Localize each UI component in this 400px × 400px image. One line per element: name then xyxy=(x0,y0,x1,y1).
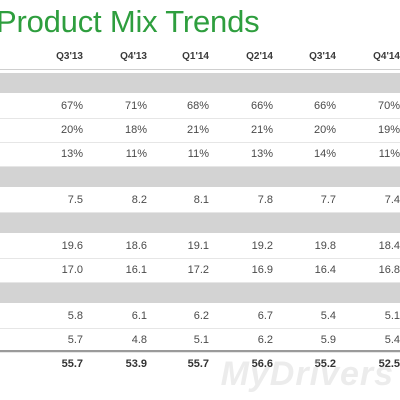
table-cell: 17.0 xyxy=(61,264,83,276)
column-header: Q4'13 xyxy=(120,51,147,62)
table-cell: 68% xyxy=(186,100,209,112)
table-cell: 19% xyxy=(377,124,400,136)
table-cell: 5.7 xyxy=(67,334,83,346)
section-band xyxy=(0,167,400,187)
table-cell: 6.2 xyxy=(193,310,209,322)
section-band xyxy=(0,73,400,93)
table-cell: 11% xyxy=(125,148,147,160)
table-cell: 70% xyxy=(377,100,400,112)
table-row: 5.7 4.8 5.1 6.2 5.9 5.4 xyxy=(0,328,400,353)
table-cell: 11% xyxy=(187,148,209,160)
table-cell: 7.4 xyxy=(384,194,400,206)
table-cell: 7.8 xyxy=(257,194,273,206)
table-cell: 5.1 xyxy=(384,310,400,322)
table-cell: 8.1 xyxy=(193,194,209,206)
table-cell: 71% xyxy=(124,100,147,112)
table-cell: 19.6 xyxy=(61,240,83,252)
table-row: 17.0 16.1 17.2 16.9 16.4 16.8 xyxy=(0,258,400,283)
table-cell: 18% xyxy=(124,124,147,136)
table-cell: 5.9 xyxy=(320,334,336,346)
table-cell: 16.1 xyxy=(125,264,147,276)
total-cell: 53.9 xyxy=(125,358,147,370)
column-header: Q2'14 xyxy=(246,51,273,62)
table-cell: 5.8 xyxy=(67,310,83,322)
table-cell: 7.5 xyxy=(67,194,83,206)
column-header: Q3'14 xyxy=(309,51,336,62)
table-cell: 13% xyxy=(250,148,273,160)
table-cell: 20% xyxy=(313,124,336,136)
watermark: MyDrivers xyxy=(220,355,394,393)
table-cell: 66% xyxy=(250,100,273,112)
table-cell: 14% xyxy=(313,148,336,160)
table-cell: 6.1 xyxy=(131,310,147,322)
column-header: Q4'14 xyxy=(373,51,400,62)
table-row: 67% 71% 68% 66% 66% 70% xyxy=(0,94,400,119)
table-cell: 19.1 xyxy=(187,240,209,252)
table-row: 7.5 8.2 8.1 7.8 7.7 7.4 xyxy=(0,188,400,213)
section-band xyxy=(0,283,400,303)
total-cell: 52.5 xyxy=(378,358,400,370)
total-row: 55.7 53.9 55.7 56.6 55.2 52.5 xyxy=(0,350,400,376)
table-cell: 19.2 xyxy=(251,240,273,252)
table-cell: 11% xyxy=(378,148,400,160)
table-cell: 5.4 xyxy=(320,310,336,322)
table-cell: 66% xyxy=(313,100,336,112)
table-cell: 16.8 xyxy=(378,264,400,276)
table-cell: 20% xyxy=(60,124,83,136)
table-cell: 4.8 xyxy=(131,334,147,346)
column-header-row: Q3'13 Q4'13 Q1'14 Q2'14 Q3'14 Q4'14 xyxy=(0,45,400,70)
table-cell: 18.6 xyxy=(125,240,147,252)
table-cell: 17.2 xyxy=(187,264,209,276)
total-cell: 55.7 xyxy=(187,358,209,370)
table-cell: 6.7 xyxy=(257,310,273,322)
table-cell: 16.4 xyxy=(314,264,336,276)
table-cell: 19.8 xyxy=(314,240,336,252)
table-row: 13% 11% 11% 13% 14% 11% xyxy=(0,142,400,167)
table-row: 19.6 18.6 19.1 19.2 19.8 18.4 xyxy=(0,234,400,259)
table-cell: 21% xyxy=(250,124,273,136)
table-cell: 16.9 xyxy=(251,264,273,276)
column-header: Q3'13 xyxy=(56,51,83,62)
table-row: 5.8 6.1 6.2 6.7 5.4 5.1 xyxy=(0,304,400,329)
section-band xyxy=(0,213,400,233)
total-cell: 55.7 xyxy=(61,358,83,370)
total-cell: 56.6 xyxy=(251,358,273,370)
total-cell: 55.2 xyxy=(314,358,336,370)
table-cell: 13% xyxy=(60,148,83,160)
table-cell: 21% xyxy=(186,124,209,136)
column-header: Q1'14 xyxy=(182,51,209,62)
table-cell: 8.2 xyxy=(131,194,147,206)
table-cell: 6.2 xyxy=(257,334,273,346)
page-title: Product Mix Trends xyxy=(0,4,260,39)
table-row: 20% 18% 21% 21% 20% 19% xyxy=(0,118,400,143)
table-cell: 5.4 xyxy=(384,334,400,346)
table-cell: 5.1 xyxy=(193,334,209,346)
table-cell: 67% xyxy=(60,100,83,112)
table-cell: 18.4 xyxy=(378,240,400,252)
table-cell: 7.7 xyxy=(320,194,336,206)
